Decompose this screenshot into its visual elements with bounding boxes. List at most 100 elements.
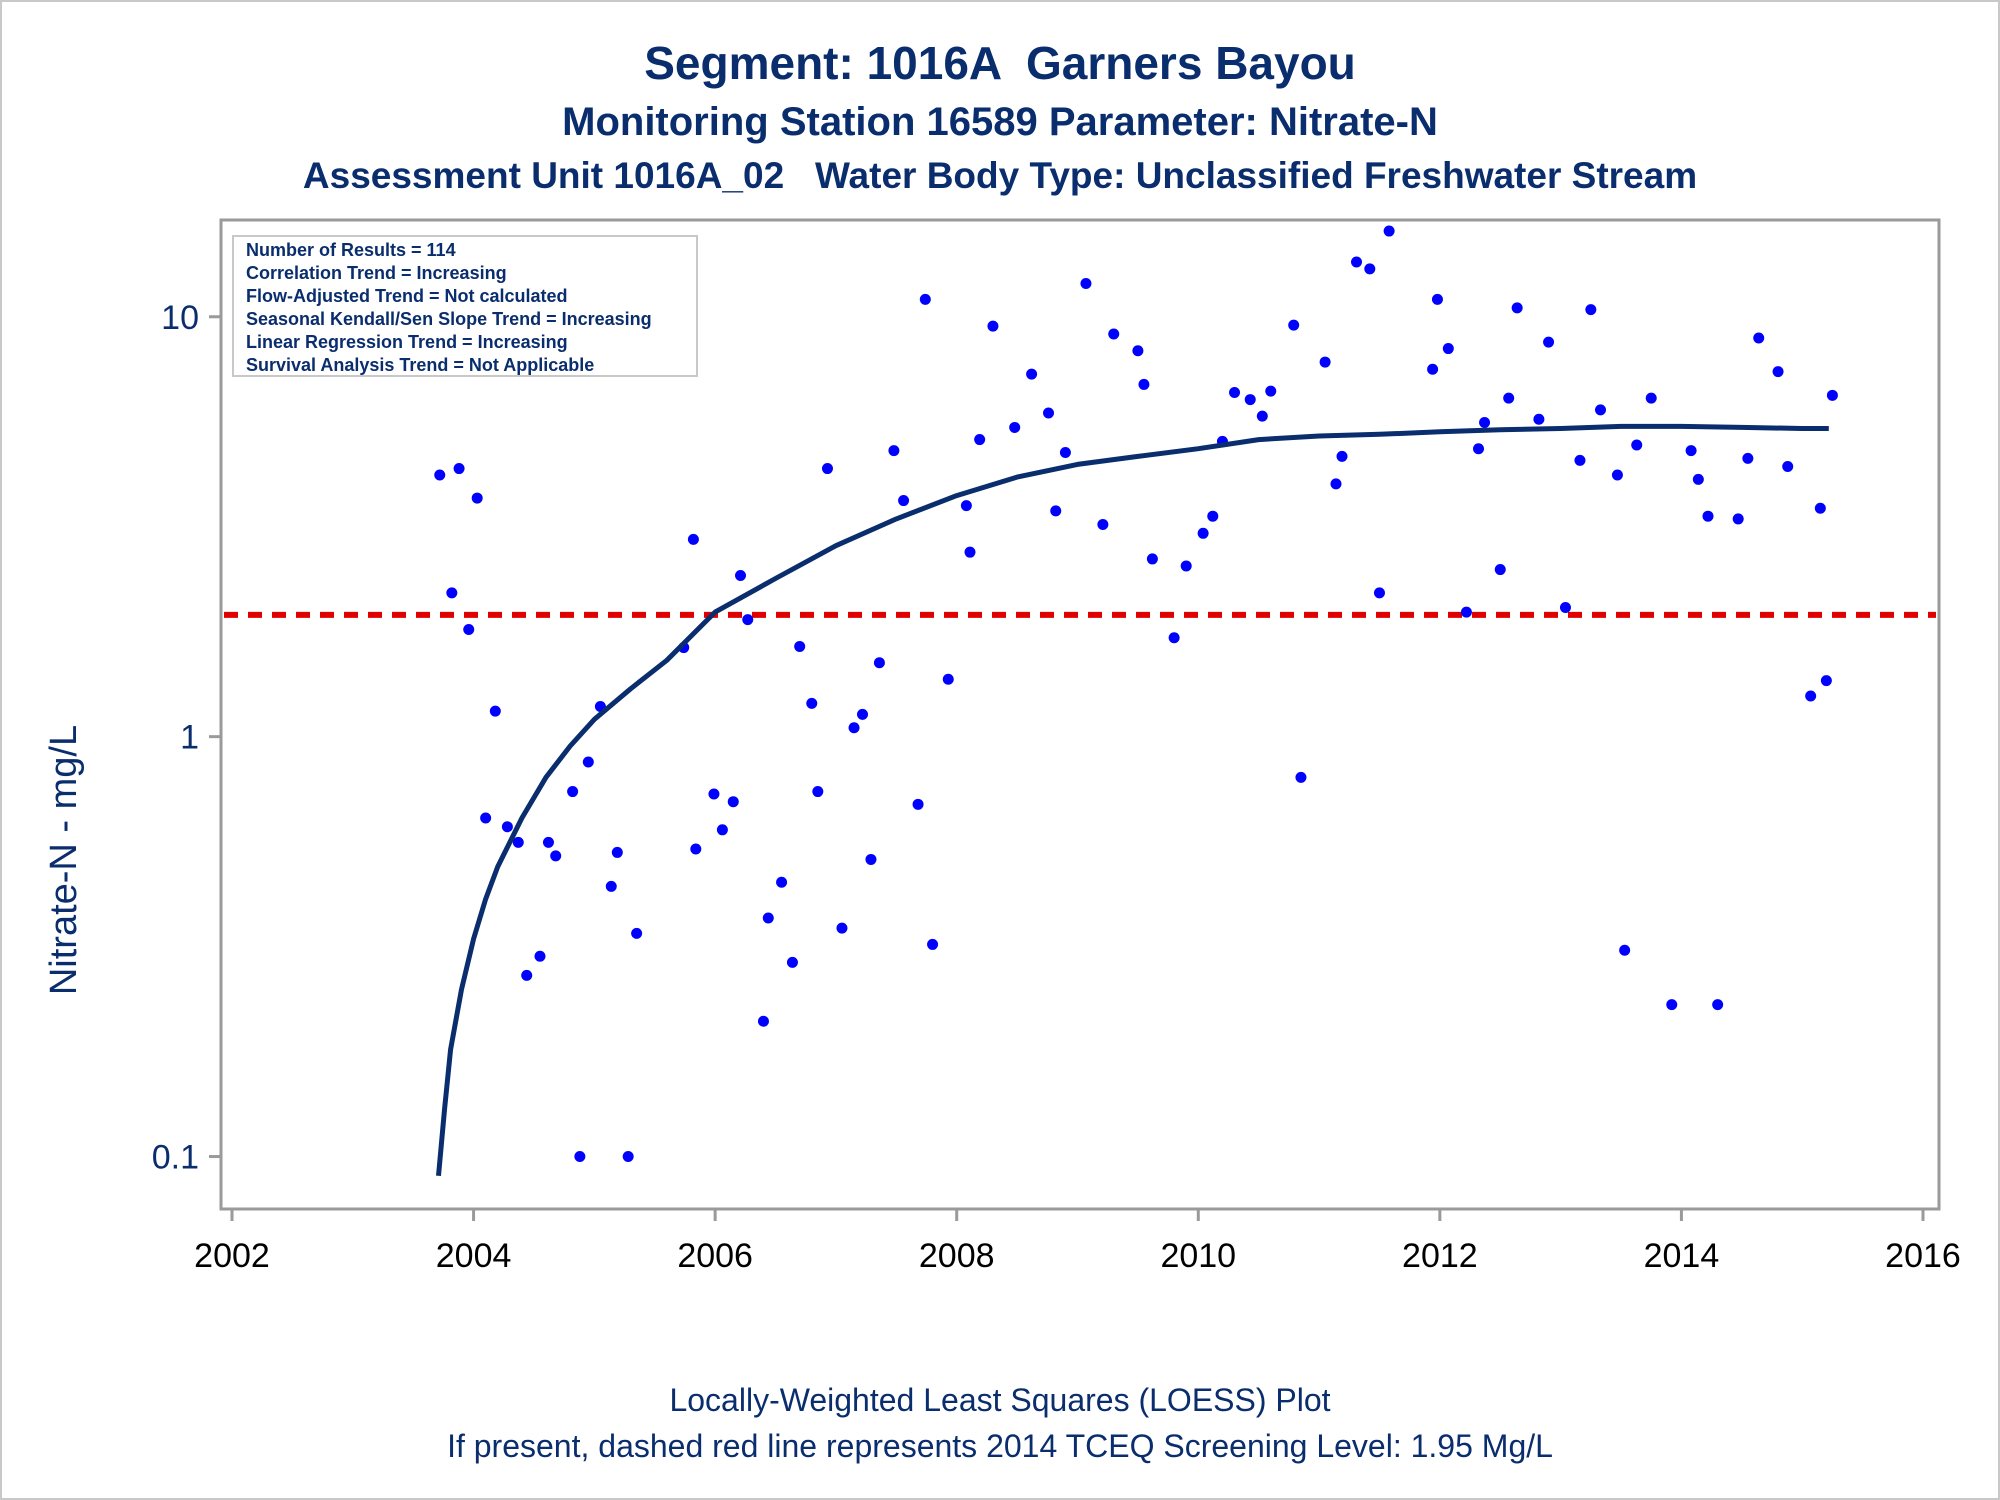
data-point bbox=[1805, 690, 1817, 702]
chart-subtitle: Monitoring Station 16589 Parameter: Nitr… bbox=[562, 100, 1438, 144]
data-point bbox=[1180, 560, 1192, 572]
data-point bbox=[1009, 421, 1021, 433]
data-point bbox=[1574, 454, 1586, 466]
data-point bbox=[735, 569, 747, 581]
data-point bbox=[489, 705, 501, 717]
footnote-screening: If present, dashed red line represents 2… bbox=[447, 1428, 1553, 1464]
data-point bbox=[865, 853, 877, 865]
data-point bbox=[806, 697, 818, 709]
data-point bbox=[742, 614, 754, 626]
legend-box: Number of Results = 114 Correlation Tren… bbox=[232, 235, 698, 377]
data-point bbox=[1814, 502, 1826, 514]
data-point bbox=[1479, 416, 1491, 428]
data-point bbox=[987, 320, 999, 332]
data-point bbox=[776, 876, 788, 888]
x-tick-label: 2014 bbox=[1644, 1237, 1720, 1275]
data-point bbox=[1782, 460, 1794, 472]
data-point bbox=[1080, 278, 1092, 290]
data-point bbox=[912, 798, 924, 810]
data-point bbox=[727, 796, 739, 808]
data-point bbox=[1050, 505, 1062, 517]
data-point bbox=[1559, 602, 1571, 614]
data-point bbox=[812, 786, 824, 798]
data-point bbox=[453, 463, 465, 475]
data-point bbox=[434, 469, 446, 481]
data-point bbox=[1138, 378, 1150, 390]
data-point bbox=[1244, 394, 1256, 406]
data-point bbox=[1256, 410, 1268, 422]
data-point bbox=[1772, 366, 1784, 378]
x-tick-label: 2012 bbox=[1402, 1237, 1478, 1275]
data-point bbox=[463, 623, 475, 635]
data-point bbox=[708, 788, 720, 800]
x-tick-label: 2006 bbox=[677, 1237, 753, 1275]
data-point bbox=[1666, 999, 1678, 1011]
data-point bbox=[631, 927, 643, 939]
data-point bbox=[821, 463, 833, 475]
data-point bbox=[446, 587, 458, 599]
data-point bbox=[1692, 473, 1704, 485]
data-point bbox=[1543, 336, 1555, 348]
data-point bbox=[1611, 469, 1623, 481]
data-point bbox=[1473, 443, 1485, 455]
x-tick-label: 2004 bbox=[436, 1237, 512, 1275]
legend-line: Flow-Adjusted Trend = Not calculated bbox=[246, 286, 568, 306]
data-point bbox=[1595, 404, 1607, 416]
chart-title: Segment: 1016A Garners Bayou bbox=[644, 37, 1356, 89]
y-tick-label: 10 bbox=[161, 299, 199, 337]
data-point bbox=[512, 836, 524, 848]
loess-curve bbox=[436, 423, 1829, 1177]
data-point bbox=[605, 880, 617, 892]
data-point bbox=[1197, 527, 1209, 539]
data-point bbox=[1511, 302, 1523, 314]
data-point bbox=[836, 922, 848, 934]
footnote-loess: Locally-Weighted Least Squares (LOESS) P… bbox=[669, 1382, 1331, 1418]
data-point bbox=[873, 657, 885, 669]
data-point bbox=[1364, 263, 1376, 275]
x-tick-label: 2016 bbox=[1885, 1237, 1961, 1275]
data-point bbox=[1645, 392, 1657, 404]
data-point bbox=[1631, 439, 1643, 451]
data-point bbox=[964, 546, 976, 558]
data-point bbox=[1742, 452, 1754, 464]
data-point bbox=[567, 786, 579, 798]
data-point bbox=[974, 434, 986, 446]
data-point bbox=[898, 495, 910, 507]
data-point bbox=[1427, 363, 1439, 375]
y-tick-label: 0.1 bbox=[152, 1139, 199, 1177]
data-point bbox=[550, 850, 562, 862]
x-tick-label: 2008 bbox=[919, 1237, 995, 1275]
legend-line: Correlation Trend = Increasing bbox=[246, 263, 507, 283]
data-point bbox=[888, 445, 900, 457]
data-point bbox=[1442, 343, 1454, 355]
data-point bbox=[1619, 944, 1631, 956]
data-point bbox=[1146, 553, 1158, 565]
chart-subtitle-2: Assessment Unit 1016A_02 Water Body Type… bbox=[302, 155, 1698, 196]
data-point bbox=[622, 1151, 634, 1163]
data-point bbox=[1026, 368, 1038, 380]
data-point bbox=[1685, 445, 1697, 457]
data-point bbox=[611, 846, 623, 858]
data-point bbox=[919, 293, 931, 305]
x-tick-label: 2002 bbox=[194, 1237, 270, 1275]
data-point bbox=[574, 1151, 586, 1163]
data-point bbox=[1826, 389, 1838, 401]
data-point bbox=[927, 938, 939, 950]
data-point bbox=[960, 500, 972, 512]
data-point bbox=[1108, 328, 1120, 340]
data-point bbox=[1288, 319, 1300, 331]
data-point bbox=[690, 843, 702, 855]
data-point bbox=[1373, 587, 1385, 599]
data-point bbox=[1330, 478, 1342, 490]
y-tick-label: 1 bbox=[180, 719, 199, 757]
data-point bbox=[1265, 385, 1277, 397]
data-point bbox=[1712, 999, 1724, 1011]
data-point bbox=[1503, 392, 1515, 404]
data-point bbox=[716, 824, 728, 836]
data-point bbox=[1043, 407, 1055, 419]
data-point bbox=[1585, 304, 1597, 316]
data-point bbox=[1431, 293, 1443, 305]
data-point bbox=[1533, 413, 1545, 425]
